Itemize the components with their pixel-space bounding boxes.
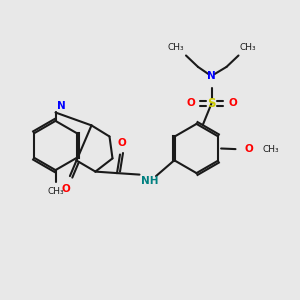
Text: CH₃: CH₃	[240, 43, 256, 52]
Text: CH₃: CH₃	[168, 43, 184, 52]
Text: N: N	[57, 101, 66, 111]
Text: CH₃: CH₃	[262, 145, 279, 154]
Text: S: S	[207, 97, 216, 110]
Text: O: O	[186, 98, 195, 109]
Text: NH: NH	[141, 176, 158, 186]
Text: O: O	[61, 184, 70, 194]
Text: O: O	[117, 139, 126, 148]
Text: O: O	[244, 144, 253, 154]
Text: CH₃: CH₃	[47, 187, 64, 196]
Text: O: O	[228, 98, 237, 109]
Text: N: N	[207, 71, 216, 81]
